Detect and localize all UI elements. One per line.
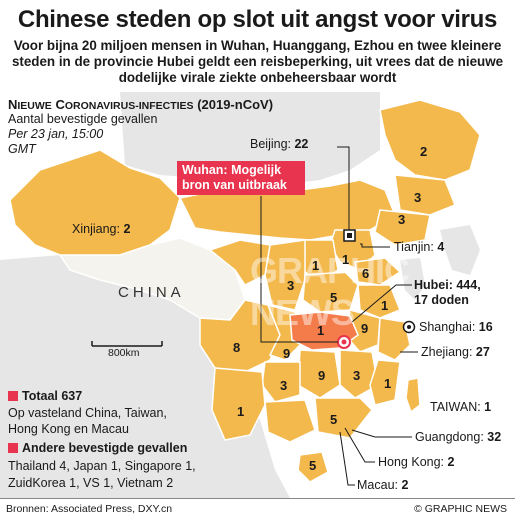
leader-lines [260,146,418,486]
scale-label: 800km [108,347,140,359]
province-yunnan [211,367,266,441]
num-sichuan: 8 [233,340,241,355]
total-text: Op vasteland China, Taiwan, Hong Kong en… [8,406,167,436]
province-taiwan [405,377,421,414]
num-hainan: 5 [309,458,317,473]
source-credit: Bronnen: Associated Press, DXY.cn [6,503,173,515]
other-bullet [8,443,18,453]
legend-heading: NIEUWE CORONAVIRUS-INFECTIES (2019-nCoV) [8,97,274,112]
num-heilongjiang: 2 [420,144,428,159]
num-hubei: 1 [317,323,325,338]
province-shaanxi [264,239,306,311]
num-guizhou: 3 [280,378,288,393]
country-label-china: CHINA [118,284,185,301]
hubei-leader [351,284,412,323]
province-xinjiang [9,149,181,259]
label-guangdong: Guangdong: 32 [415,430,502,444]
beijing-marker-inner [347,233,352,238]
num-shandong: 6 [362,266,370,281]
num-jiangxi: 3 [353,368,361,383]
province-liaoning [374,209,431,246]
page-subtitle: Voor bijna 20 miljoen mensen in Wuhan, H… [11,38,504,85]
label-xinjiang: Xinjiang: 2 [72,222,131,236]
footer [0,498,515,519]
province-hainan [297,451,329,483]
province-fujian [369,359,401,406]
num-liaoning: 3 [398,212,406,227]
province-shandong [354,257,402,286]
label-beijing: Beijing: 22 [250,137,309,151]
label-macau: Macau: 2 [357,478,409,492]
china-provinces [9,99,481,483]
num-jilin: 3 [414,190,422,205]
num-fujian: 1 [384,376,392,391]
num-hebei: 1 [342,252,350,267]
wuhan-marker-inner [341,339,347,345]
num-guangxi: 5 [330,412,338,427]
total-bullet [8,391,18,401]
label-shanghai: Shanghai: 16 [419,320,493,334]
scale-bar [91,341,163,347]
shanghai-marker-inner [407,325,411,329]
other-title: Andere bevestigde gevallen [22,441,188,455]
label-tianjin: Tianjin: 4 [394,240,445,254]
tianjin-leader [360,243,390,248]
num-shanxi: 1 [312,258,320,273]
guangdong-leader [351,429,412,438]
num-shaanxi: 3 [287,278,295,293]
num-yunnan: 1 [237,404,245,419]
neighbor-land-korea [440,225,480,275]
num-anhui: 9 [361,321,369,336]
copyright: © GRAPHIC NEWS [414,503,507,515]
other-text: Thailand 4, Japan 1, Singapore 1, ZuidKo… [8,459,196,490]
province-guangxi [264,399,316,443]
china-map [0,92,481,498]
province-gansu [208,239,271,286]
hongkong-leader [344,427,375,463]
label-zhejiang: Zhejiang: 27 [421,345,490,359]
macau-leader [339,431,355,486]
wuhan-callout: Wuhan: Mogelijk bron van uitbraak [177,161,305,195]
page-title: Chinese steden op slot uit angst voor vi… [17,6,498,33]
legend-date: Per 23 jan, 15:00 GMT [8,127,104,156]
neighbor-land-sea-east [400,258,425,300]
num-chongqing: 9 [283,346,291,361]
label-taiwan: TAIWAN: 1 [430,400,492,414]
legend-subheading: Aantal bevestigde gevallen [8,112,158,126]
province-guangdong [314,397,374,439]
wuhan-leader [260,196,338,343]
label-hubei: Hubei: 444, 17 doden [414,278,481,307]
province-jiangxi [339,349,379,399]
num-jiangsu: 1 [381,298,389,313]
province-heilongjiang [379,99,481,181]
beijing-leader [337,146,350,230]
province-jilin [394,174,456,216]
num-henan: 5 [330,290,338,305]
label-hongkong: Hong Kong: 2 [378,455,455,469]
province-jiangsu [357,284,401,319]
total-title: Totaal 637 [22,389,83,403]
num-hunan: 9 [318,368,326,383]
